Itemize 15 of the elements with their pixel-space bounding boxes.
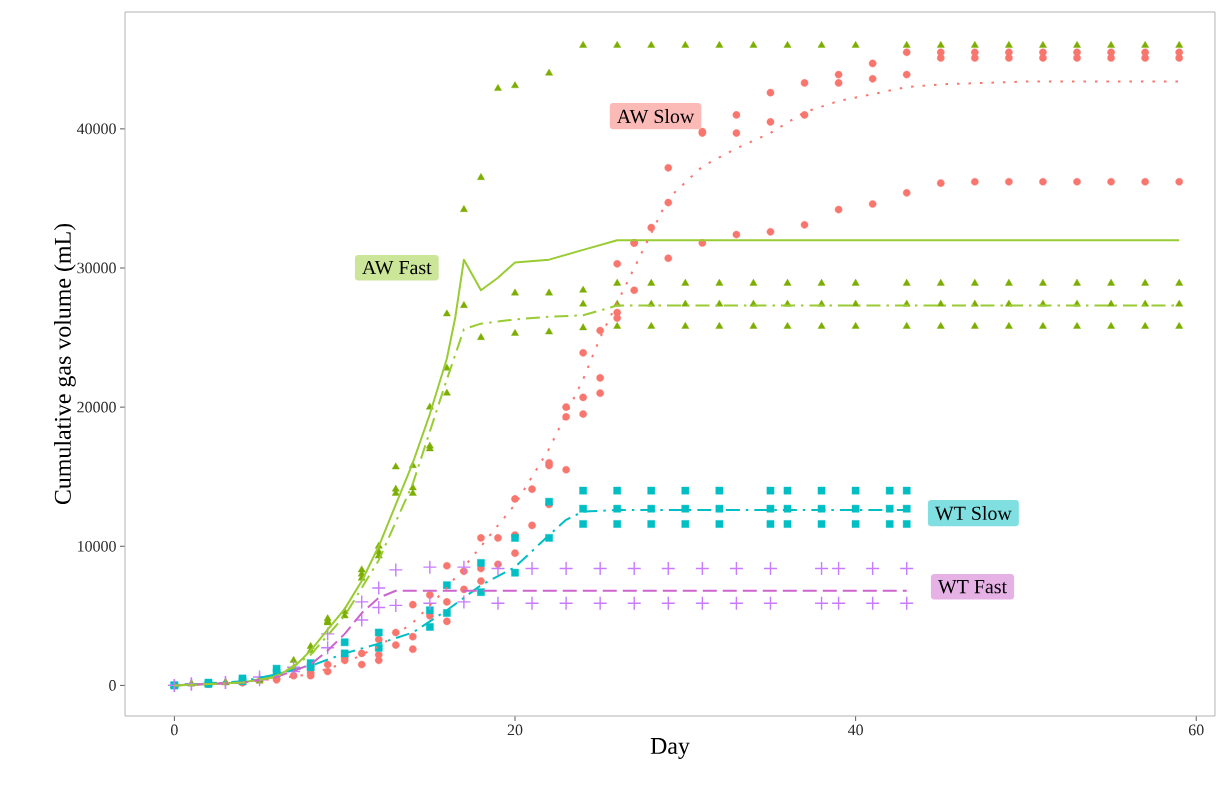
- x-tick-label: 60: [1188, 724, 1204, 736]
- series-label: WT Slow: [934, 506, 1012, 521]
- text: AW Slow: [616, 109, 695, 124]
- x-axis-title: Day: [650, 738, 690, 759]
- y-tick-label: 40000: [76, 123, 116, 135]
- y-tick-label: 0: [109, 680, 116, 691]
- y-tick-label: 10000: [78, 540, 116, 552]
- series-label: AW Fast: [362, 260, 432, 275]
- x-tick-label: 20: [507, 724, 523, 736]
- y-tick-label: 30000: [77, 262, 116, 274]
- x-tick-label: 0: [171, 724, 178, 736]
- y-axis-title: Cumulative gas volume (mL): [54, 223, 76, 505]
- y-tick-label: 20000: [77, 401, 116, 413]
- series-label: WT Fast: [937, 580, 1007, 594]
- x-tick-label: 40: [847, 724, 863, 736]
